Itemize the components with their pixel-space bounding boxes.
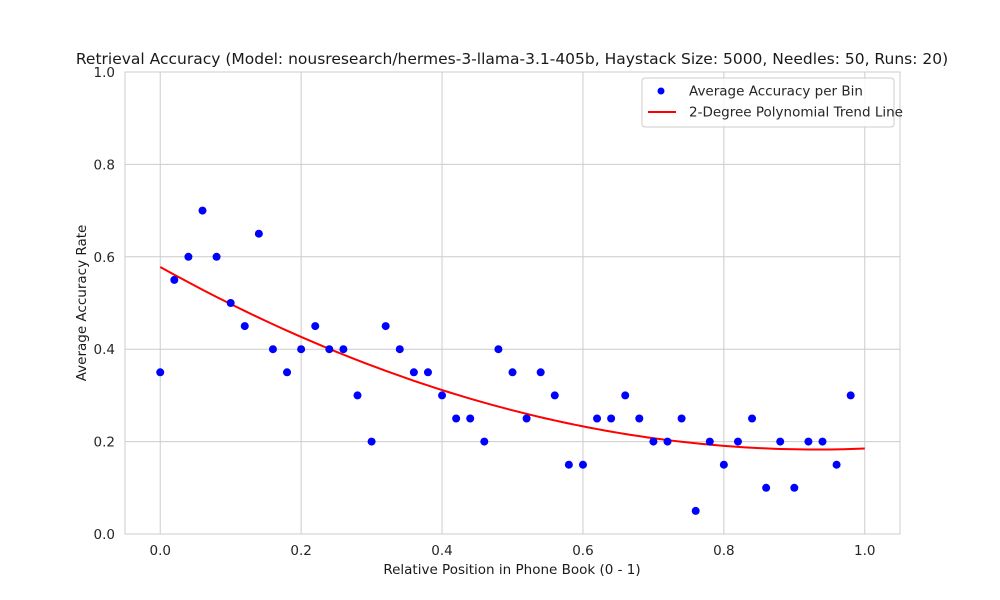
data-point	[818, 437, 827, 446]
data-point	[480, 437, 489, 446]
x-tick-label: 0.8	[713, 543, 734, 559]
chart-title: Retrieval Accuracy (Model: nousresearch/…	[76, 50, 948, 68]
grid	[125, 71, 900, 535]
data-point	[677, 414, 686, 423]
data-point	[705, 437, 714, 446]
trend-line-layer	[159, 266, 865, 451]
data-point	[466, 414, 475, 423]
data-point	[438, 391, 447, 400]
data-point	[550, 391, 559, 400]
x-tick-labels: 0.0 0.2 0.4 0.6 0.8 1.0	[149, 543, 875, 559]
y-tick-label: 0.8	[94, 157, 115, 173]
y-tick-labels: 0.0 0.2 0.4 0.6 0.8 1.0	[94, 65, 115, 543]
data-point	[339, 345, 348, 354]
y-tick-label: 1.0	[94, 65, 115, 81]
data-point	[733, 437, 742, 446]
data-point	[719, 460, 728, 469]
x-tick-label: 1.0	[854, 543, 875, 559]
x-tick-label: 0.4	[431, 543, 452, 559]
data-point	[367, 437, 376, 446]
data-point	[804, 437, 813, 446]
legend-scatter-marker	[657, 87, 665, 95]
data-point	[494, 345, 503, 354]
y-tick-label: 0.4	[94, 342, 115, 358]
data-point	[381, 322, 390, 331]
data-point	[663, 437, 672, 446]
x-tick-label: 0.0	[149, 543, 170, 559]
data-point	[522, 414, 531, 423]
legend-label-trend: 2-Degree Polynomial Trend Line	[689, 105, 903, 121]
data-point	[395, 345, 404, 354]
data-point	[311, 322, 320, 331]
data-point	[184, 252, 193, 261]
data-point	[607, 414, 616, 423]
trend-line	[159, 266, 865, 451]
data-point	[790, 483, 799, 492]
data-point	[212, 252, 221, 261]
x-tick-label: 0.2	[290, 543, 311, 559]
data-point	[593, 414, 602, 423]
y-tick-label: 0.6	[94, 250, 115, 266]
data-point	[268, 345, 277, 354]
data-point	[198, 206, 207, 215]
data-point	[536, 368, 545, 377]
plot-frame	[124, 71, 901, 535]
x-tick-label: 0.6	[572, 543, 593, 559]
data-point	[564, 460, 573, 469]
data-point	[283, 368, 292, 377]
legend: Average Accuracy per Bin 2-Degree Polyno…	[641, 77, 903, 128]
data-point	[423, 368, 432, 377]
legend-label-scatter: Average Accuracy per Bin	[689, 84, 863, 100]
x-axis-label: Relative Position in Phone Book (0 - 1)	[383, 562, 640, 578]
data-point	[846, 391, 855, 400]
data-point	[776, 437, 785, 446]
data-point	[353, 391, 362, 400]
data-point	[297, 345, 306, 354]
data-point	[649, 437, 658, 446]
y-axis-label: Average Accuracy Rate	[74, 225, 90, 382]
legend-box	[641, 77, 895, 128]
data-point	[409, 368, 418, 377]
data-point	[325, 345, 334, 354]
points-layer	[156, 206, 855, 515]
data-point	[226, 299, 235, 307]
data-point	[452, 414, 461, 423]
data-point	[170, 275, 179, 284]
data-point	[240, 322, 249, 331]
data-point	[156, 368, 165, 377]
data-point	[691, 506, 700, 515]
y-tick-label: 0.2	[94, 435, 115, 451]
data-point	[832, 460, 841, 469]
data-point	[635, 414, 644, 423]
data-point	[762, 483, 771, 492]
data-point	[254, 229, 263, 238]
data-point	[508, 368, 517, 377]
data-point	[748, 414, 757, 423]
data-point	[578, 460, 587, 469]
data-point	[621, 391, 630, 400]
y-tick-label: 0.0	[94, 527, 115, 543]
